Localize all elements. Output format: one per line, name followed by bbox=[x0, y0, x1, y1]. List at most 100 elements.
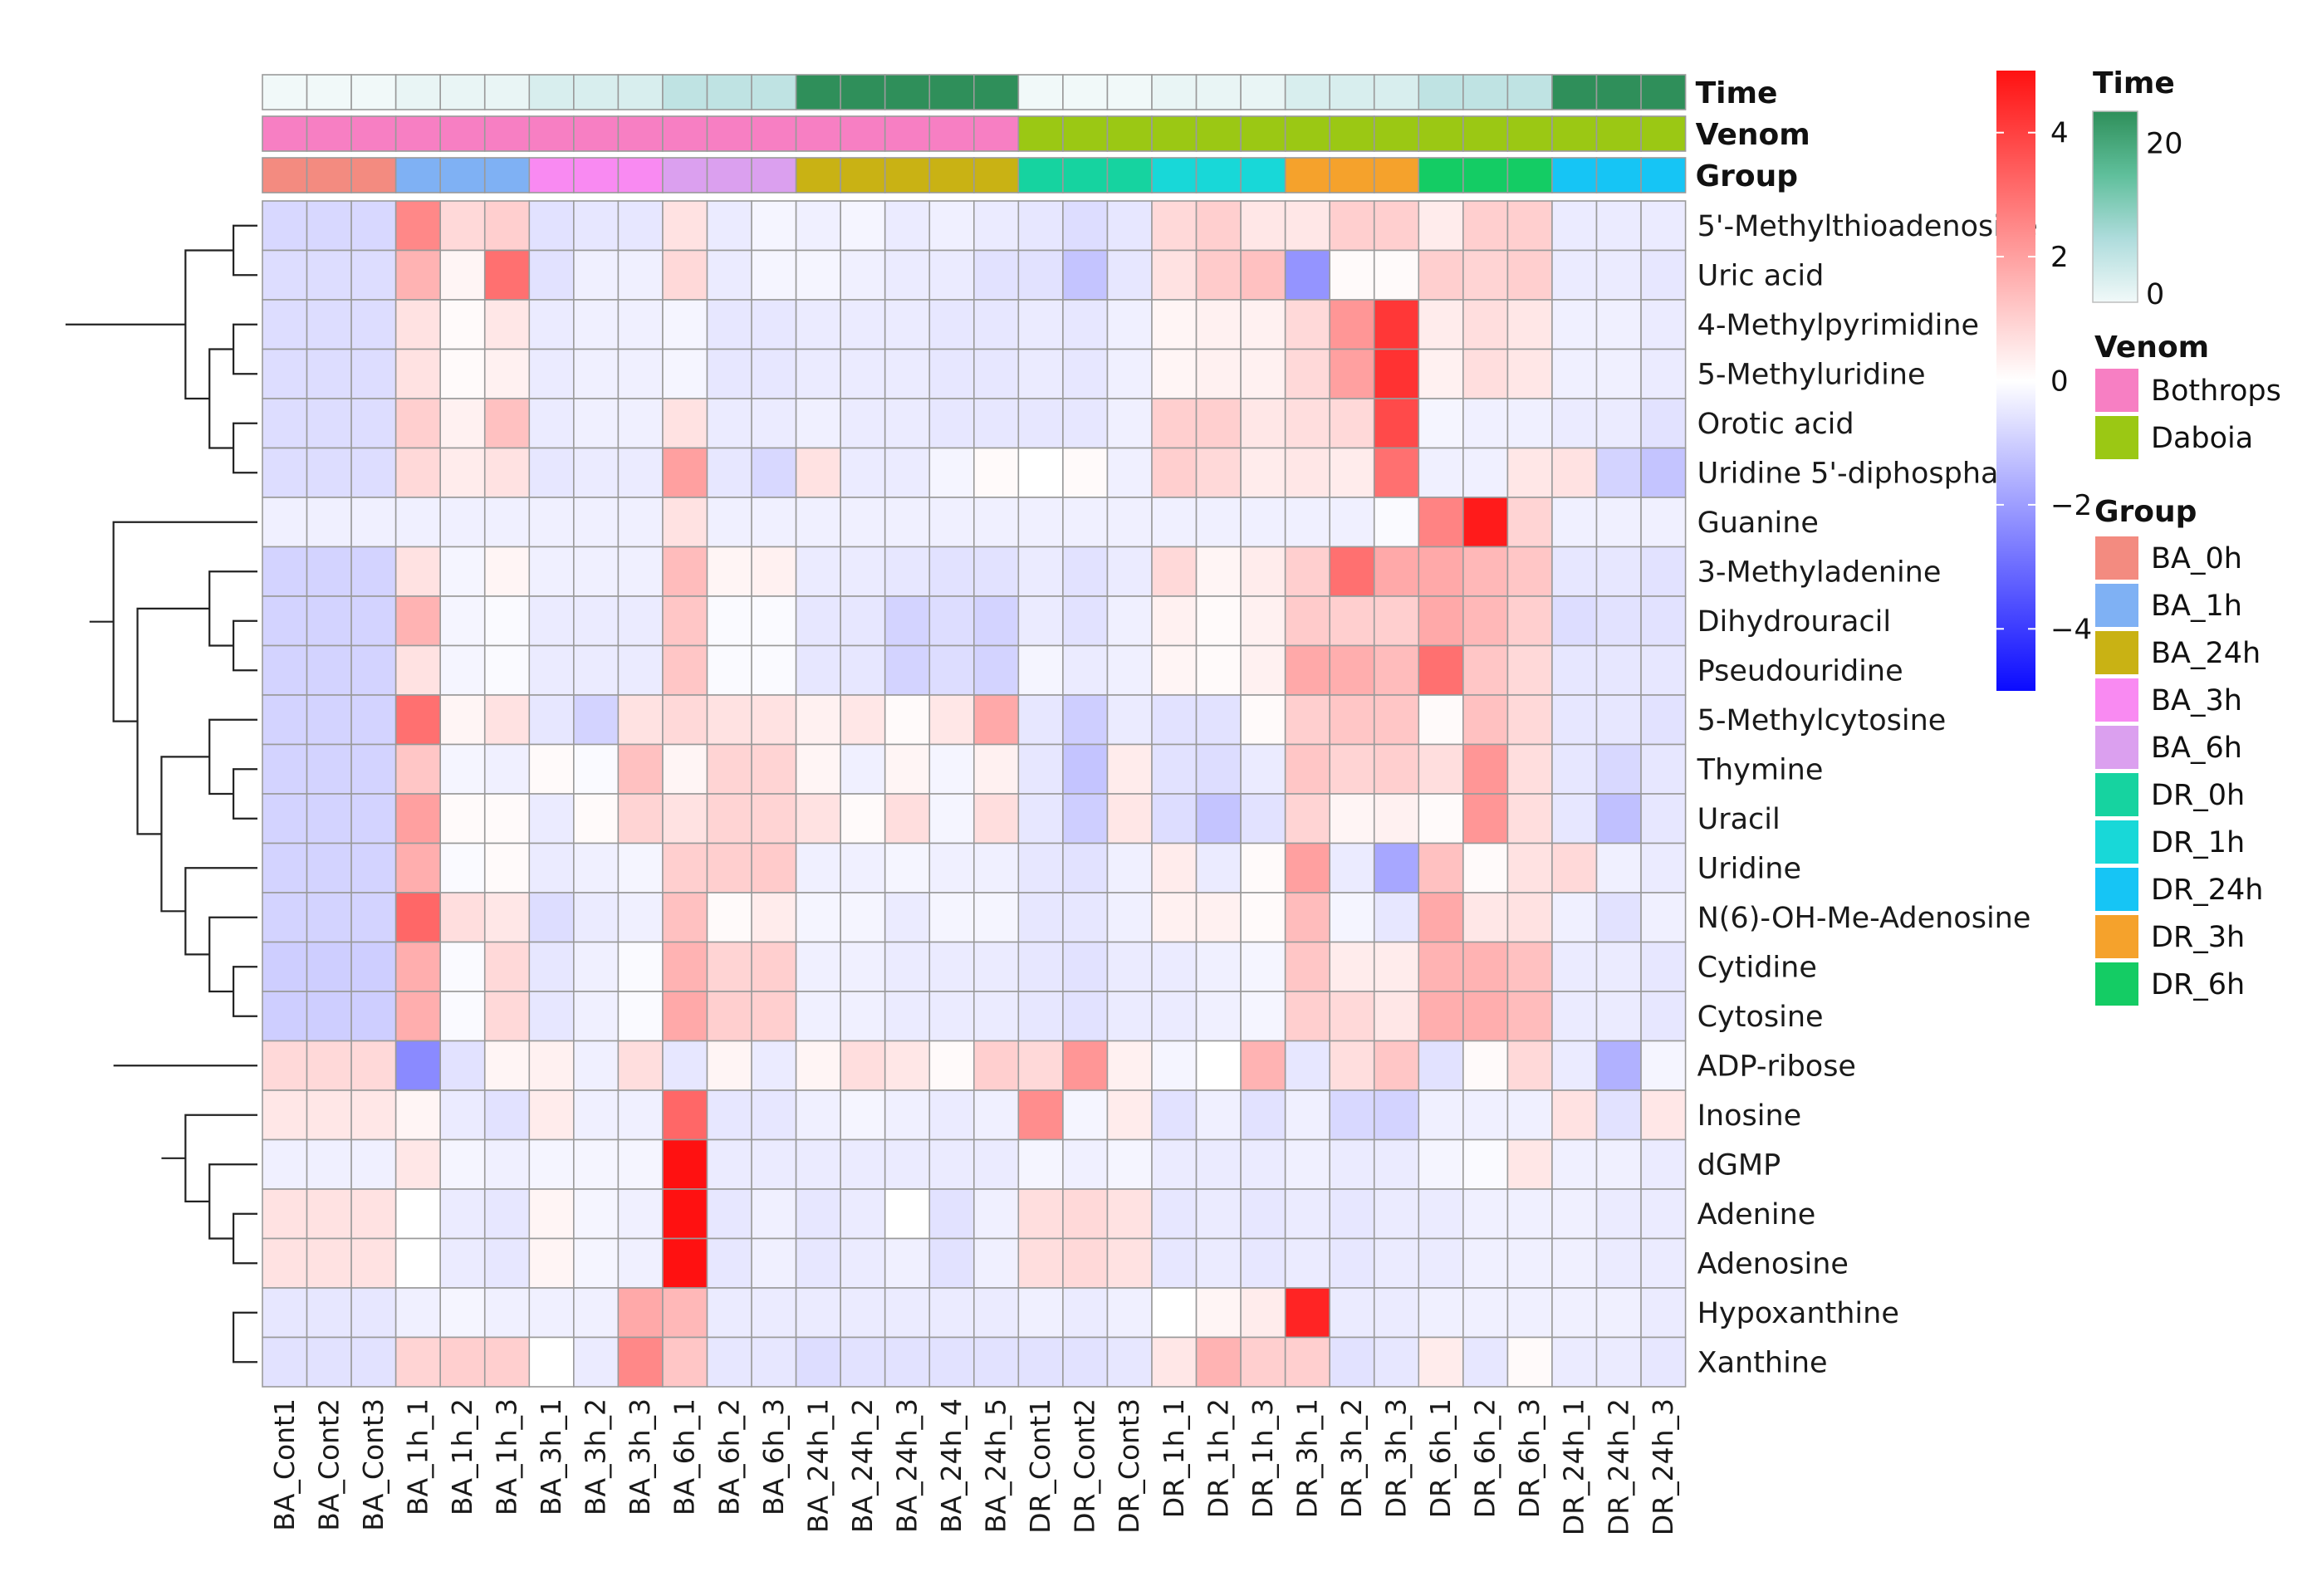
heatmap-cell bbox=[795, 1040, 841, 1091]
group-annotation-cell bbox=[439, 157, 486, 193]
heatmap-cell bbox=[1195, 1089, 1242, 1141]
heatmap-cell bbox=[439, 348, 486, 399]
heatmap-cell bbox=[1240, 595, 1286, 647]
heatmap-cell bbox=[1151, 1138, 1198, 1190]
heatmap-cell bbox=[262, 249, 308, 301]
heatmap-cell bbox=[706, 398, 752, 449]
heatmap-cell bbox=[973, 743, 1020, 795]
group-annotation-cell bbox=[1462, 157, 1509, 193]
heatmap-cell bbox=[1195, 595, 1242, 647]
heatmap-cell bbox=[350, 595, 397, 647]
heatmap-cell bbox=[1462, 793, 1509, 845]
column-label: BA_24h_2 bbox=[846, 1398, 879, 1533]
heatmap-cell bbox=[1595, 941, 1642, 992]
group-annotation-cell bbox=[1506, 157, 1553, 193]
heatmap-cell bbox=[795, 299, 841, 350]
heatmap-cell bbox=[1329, 694, 1375, 746]
heatmap-cell bbox=[439, 1138, 486, 1190]
heatmap-cell bbox=[439, 546, 486, 597]
heatmap-cell bbox=[1240, 1040, 1286, 1091]
heatmap-cell bbox=[350, 793, 397, 845]
heatmap-cell bbox=[795, 497, 841, 548]
heatmap-cell bbox=[928, 497, 975, 548]
heatmap-cell bbox=[394, 1188, 441, 1240]
heatmap-cell bbox=[350, 1188, 397, 1240]
group-legend-swatch bbox=[2094, 677, 2140, 723]
heatmap-cell bbox=[706, 299, 752, 350]
heatmap-cell bbox=[573, 398, 620, 449]
heatmap-cell bbox=[439, 497, 486, 548]
heatmap-cell bbox=[1462, 249, 1509, 301]
venom-annotation-cell bbox=[1418, 115, 1464, 152]
heatmap-cell bbox=[706, 793, 752, 845]
heatmap-cell bbox=[973, 1336, 1020, 1388]
heatmap-cell bbox=[706, 1040, 752, 1091]
heatmap-cell bbox=[617, 842, 664, 893]
heatmap-cell bbox=[617, 743, 664, 795]
heatmap-cell bbox=[795, 546, 841, 597]
column-label: BA_3h_1 bbox=[535, 1398, 567, 1515]
time-annotation-cell bbox=[928, 74, 975, 110]
heatmap-cell bbox=[528, 743, 575, 795]
heatmap-cell bbox=[1640, 991, 1687, 1042]
heatmap-cell bbox=[1195, 249, 1242, 301]
heatmap-cell bbox=[1062, 595, 1109, 647]
venom-annotation-cell bbox=[795, 115, 841, 152]
time-annotation-cell bbox=[1506, 74, 1553, 110]
heatmap-cell bbox=[1284, 447, 1331, 498]
group-legend-label: BA_1h bbox=[2151, 590, 2242, 623]
heatmap-cell bbox=[573, 348, 620, 399]
heatmap-cell bbox=[1506, 1336, 1553, 1388]
heatmap-cell bbox=[1462, 1138, 1509, 1190]
heatmap-cell bbox=[1329, 1138, 1375, 1190]
heatmap-cell bbox=[1329, 1089, 1375, 1141]
heatmap-cell bbox=[483, 546, 531, 597]
heatmap-cell bbox=[1418, 793, 1464, 845]
group-annotation-cell bbox=[394, 157, 441, 193]
heatmap-cell bbox=[884, 694, 931, 746]
heatmap-cell bbox=[1506, 497, 1553, 548]
heatmap-cell bbox=[928, 249, 975, 301]
heatmap-cell bbox=[1551, 694, 1598, 746]
heatmap-cell bbox=[1106, 793, 1153, 845]
heatmap-cell bbox=[1551, 1188, 1598, 1240]
heatmap-cell bbox=[306, 447, 352, 498]
group-annotation-cell bbox=[617, 157, 664, 193]
heatmap-cell bbox=[1551, 1089, 1598, 1141]
heatmap-cell bbox=[751, 1040, 797, 1091]
heatmap-cell bbox=[1640, 842, 1687, 893]
heatmap-cell bbox=[617, 200, 664, 252]
heatmap-cell bbox=[306, 546, 352, 597]
group-legend-label: DR_24h bbox=[2151, 874, 2264, 907]
heatmap-cell bbox=[1418, 1188, 1464, 1240]
heatmap-cell bbox=[795, 595, 841, 647]
time-legend: Time 20 0 bbox=[2092, 66, 2183, 311]
heatmap-cell bbox=[1151, 1040, 1198, 1091]
heatmap-cell bbox=[1284, 842, 1331, 893]
heatmap-cell bbox=[662, 398, 708, 449]
heatmap-cells bbox=[262, 200, 1687, 1388]
heatmap-cell bbox=[1106, 546, 1153, 597]
heatmap-cell bbox=[528, 941, 575, 992]
heatmap-cell bbox=[706, 1237, 752, 1289]
heatmap-cell bbox=[795, 644, 841, 696]
venom-annotation-cell bbox=[306, 115, 352, 152]
heatmap-cell bbox=[1373, 447, 1420, 498]
heatmap-cell bbox=[1551, 743, 1598, 795]
heatmap-cell bbox=[1551, 1287, 1598, 1339]
heatmap-cell bbox=[1462, 398, 1509, 449]
heatmap-cell bbox=[1640, 1138, 1687, 1190]
heatmap-cell bbox=[1506, 644, 1553, 696]
heatmap-cell bbox=[1151, 1336, 1198, 1388]
heatmap-cell bbox=[1240, 1188, 1286, 1240]
column-label: BA_24h_1 bbox=[801, 1398, 834, 1533]
heatmap-cell bbox=[973, 200, 1020, 252]
venom-annotation-cell bbox=[1284, 115, 1331, 152]
heatmap-cell bbox=[1017, 892, 1064, 943]
heatmap-cell bbox=[751, 743, 797, 795]
heatmap-cell bbox=[1595, 595, 1642, 647]
heatmap-cell bbox=[1062, 249, 1109, 301]
heatmap-cell bbox=[706, 1336, 752, 1388]
heatmap-cell bbox=[528, 1287, 575, 1339]
heatmap-cell bbox=[394, 1040, 441, 1091]
